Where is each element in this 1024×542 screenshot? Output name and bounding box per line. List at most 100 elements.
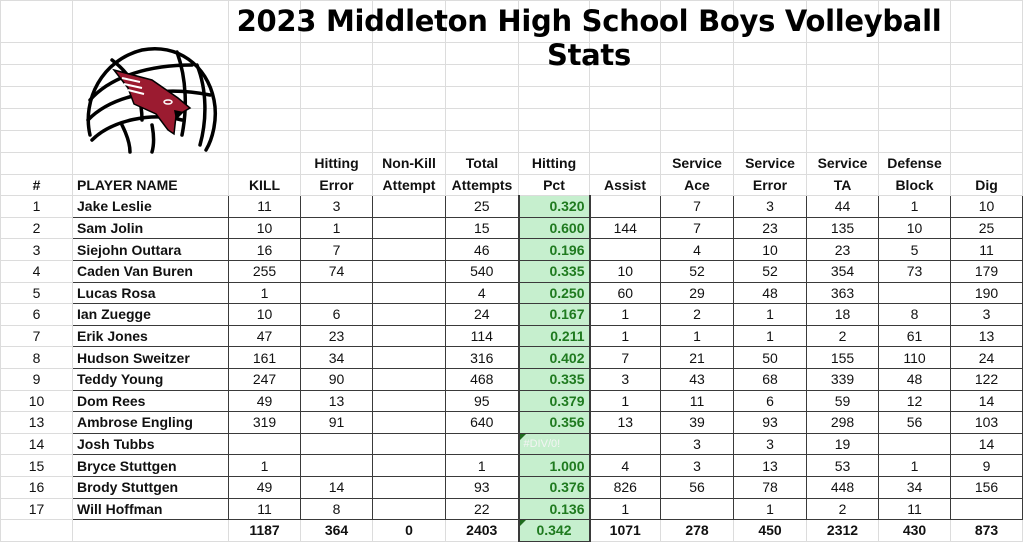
- stat-pct[interactable]: 0.376: [517, 475, 591, 499]
- total-hit-err[interactable]: 364: [300, 519, 373, 542]
- stat-kill[interactable]: [228, 432, 301, 456]
- stat-hit-err[interactable]: 13: [300, 389, 373, 413]
- stat-ace[interactable]: 4: [660, 238, 734, 261]
- stat-ta[interactable]: 44: [806, 195, 879, 218]
- stat-nonkill[interactable]: [372, 475, 446, 499]
- player-name[interactable]: Siejohn Outtara: [72, 238, 229, 261]
- stat-nonkill[interactable]: [372, 216, 446, 240]
- total-dig[interactable]: 873: [950, 519, 1023, 542]
- stat-total[interactable]: 46: [445, 238, 519, 261]
- stat-ace[interactable]: 11: [660, 389, 734, 413]
- player-name[interactable]: Brody Stuttgen: [72, 475, 229, 499]
- stat-ace[interactable]: 56: [660, 475, 734, 499]
- stat-kill[interactable]: 1: [228, 454, 301, 477]
- stat-pct[interactable]: 0.136: [517, 497, 591, 521]
- stat-ta[interactable]: 23: [806, 238, 879, 261]
- stat-nonkill[interactable]: [372, 454, 446, 477]
- stat-dig[interactable]: 14: [950, 432, 1023, 456]
- total-ace[interactable]: 278: [660, 519, 734, 542]
- stat-dig[interactable]: 13: [950, 324, 1023, 348]
- stat-nonkill[interactable]: [372, 367, 446, 391]
- stat-assist[interactable]: 144: [589, 216, 661, 240]
- stat-pct[interactable]: 0.211: [517, 324, 591, 348]
- stat-total[interactable]: 4: [445, 281, 519, 305]
- total-nonkill[interactable]: 0: [372, 519, 446, 542]
- stat-assist[interactable]: 4: [589, 454, 661, 477]
- player-name[interactable]: Bryce Stuttgen: [72, 454, 229, 477]
- stat-dig[interactable]: 156: [950, 475, 1023, 499]
- stat-nonkill[interactable]: [372, 432, 446, 456]
- player-name[interactable]: Will Hoffman: [72, 497, 229, 521]
- player-name[interactable]: Erik Jones: [72, 324, 229, 348]
- stat-ace[interactable]: 7: [660, 216, 734, 240]
- stat-dig[interactable]: 25: [950, 216, 1023, 240]
- stat-block[interactable]: 11: [878, 497, 951, 521]
- stat-ace[interactable]: 21: [660, 346, 734, 369]
- stat-ta[interactable]: 354: [806, 259, 879, 283]
- stat-serv-err[interactable]: 52: [733, 259, 807, 283]
- stat-ta[interactable]: 53: [806, 454, 879, 477]
- stat-block[interactable]: 8: [878, 303, 951, 326]
- stat-ta[interactable]: 448: [806, 475, 879, 499]
- stat-block[interactable]: 12: [878, 389, 951, 413]
- stat-ace[interactable]: 29: [660, 281, 734, 305]
- stat-serv-err[interactable]: 10: [733, 238, 807, 261]
- stat-pct[interactable]: 1.000: [517, 454, 591, 477]
- stat-ta[interactable]: 59: [806, 389, 879, 413]
- stat-nonkill[interactable]: [372, 195, 446, 218]
- stat-assist[interactable]: [589, 432, 661, 456]
- stat-ace[interactable]: 52: [660, 259, 734, 283]
- stat-total[interactable]: 316: [445, 346, 519, 369]
- player-name[interactable]: Teddy Young: [72, 367, 229, 391]
- stat-block[interactable]: [878, 281, 951, 305]
- stat-ta[interactable]: 339: [806, 367, 879, 391]
- stat-hit-err[interactable]: 91: [300, 411, 373, 434]
- stat-pct[interactable]: 0.600: [517, 216, 591, 240]
- stat-assist[interactable]: 826: [589, 475, 661, 499]
- stat-total[interactable]: 93: [445, 475, 519, 499]
- stat-ace[interactable]: 1: [660, 324, 734, 348]
- stat-hit-err[interactable]: 8: [300, 497, 373, 521]
- stat-dig[interactable]: 3: [950, 303, 1023, 326]
- stat-hit-err[interactable]: 23: [300, 324, 373, 348]
- stat-serv-err[interactable]: 3: [733, 432, 807, 456]
- stat-dig[interactable]: [950, 497, 1023, 521]
- stat-block[interactable]: 1: [878, 195, 951, 218]
- stat-dig[interactable]: 190: [950, 281, 1023, 305]
- stat-block[interactable]: [878, 432, 951, 456]
- stat-block[interactable]: 73: [878, 259, 951, 283]
- stat-total[interactable]: 114: [445, 324, 519, 348]
- stat-serv-err[interactable]: 13: [733, 454, 807, 477]
- stat-serv-err[interactable]: 68: [733, 367, 807, 391]
- stat-pct[interactable]: 0.356: [517, 411, 591, 434]
- stat-hit-err[interactable]: 90: [300, 367, 373, 391]
- stat-hit-err[interactable]: 74: [300, 259, 373, 283]
- stat-dig[interactable]: 14: [950, 389, 1023, 413]
- stat-assist[interactable]: 1: [589, 497, 661, 521]
- stat-pct[interactable]: 0.335: [517, 367, 591, 391]
- stat-block[interactable]: 61: [878, 324, 951, 348]
- stat-ace[interactable]: 43: [660, 367, 734, 391]
- stat-assist[interactable]: 60: [589, 281, 661, 305]
- stat-ta[interactable]: 363: [806, 281, 879, 305]
- stat-assist[interactable]: 13: [589, 411, 661, 434]
- stat-ta[interactable]: 135: [806, 216, 879, 240]
- stat-serv-err[interactable]: 1: [733, 303, 807, 326]
- stat-ace[interactable]: 7: [660, 195, 734, 218]
- stat-dig[interactable]: 103: [950, 411, 1023, 434]
- stat-assist[interactable]: 3: [589, 367, 661, 391]
- stat-ace[interactable]: 3: [660, 454, 734, 477]
- player-name[interactable]: Jake Leslie: [72, 195, 229, 218]
- stat-total[interactable]: 1: [445, 454, 519, 477]
- total-serv-err[interactable]: 450: [733, 519, 807, 542]
- stat-nonkill[interactable]: [372, 303, 446, 326]
- stat-pct[interactable]: 0.320: [517, 195, 591, 218]
- stat-hit-err[interactable]: 14: [300, 475, 373, 499]
- stat-serv-err[interactable]: 6: [733, 389, 807, 413]
- stat-kill[interactable]: 11: [228, 497, 301, 521]
- total-assist[interactable]: 1071: [589, 519, 661, 542]
- stat-ta[interactable]: 2: [806, 324, 879, 348]
- player-name[interactable]: Caden Van Buren: [72, 259, 229, 283]
- stat-nonkill[interactable]: [372, 324, 446, 348]
- stat-dig[interactable]: 24: [950, 346, 1023, 369]
